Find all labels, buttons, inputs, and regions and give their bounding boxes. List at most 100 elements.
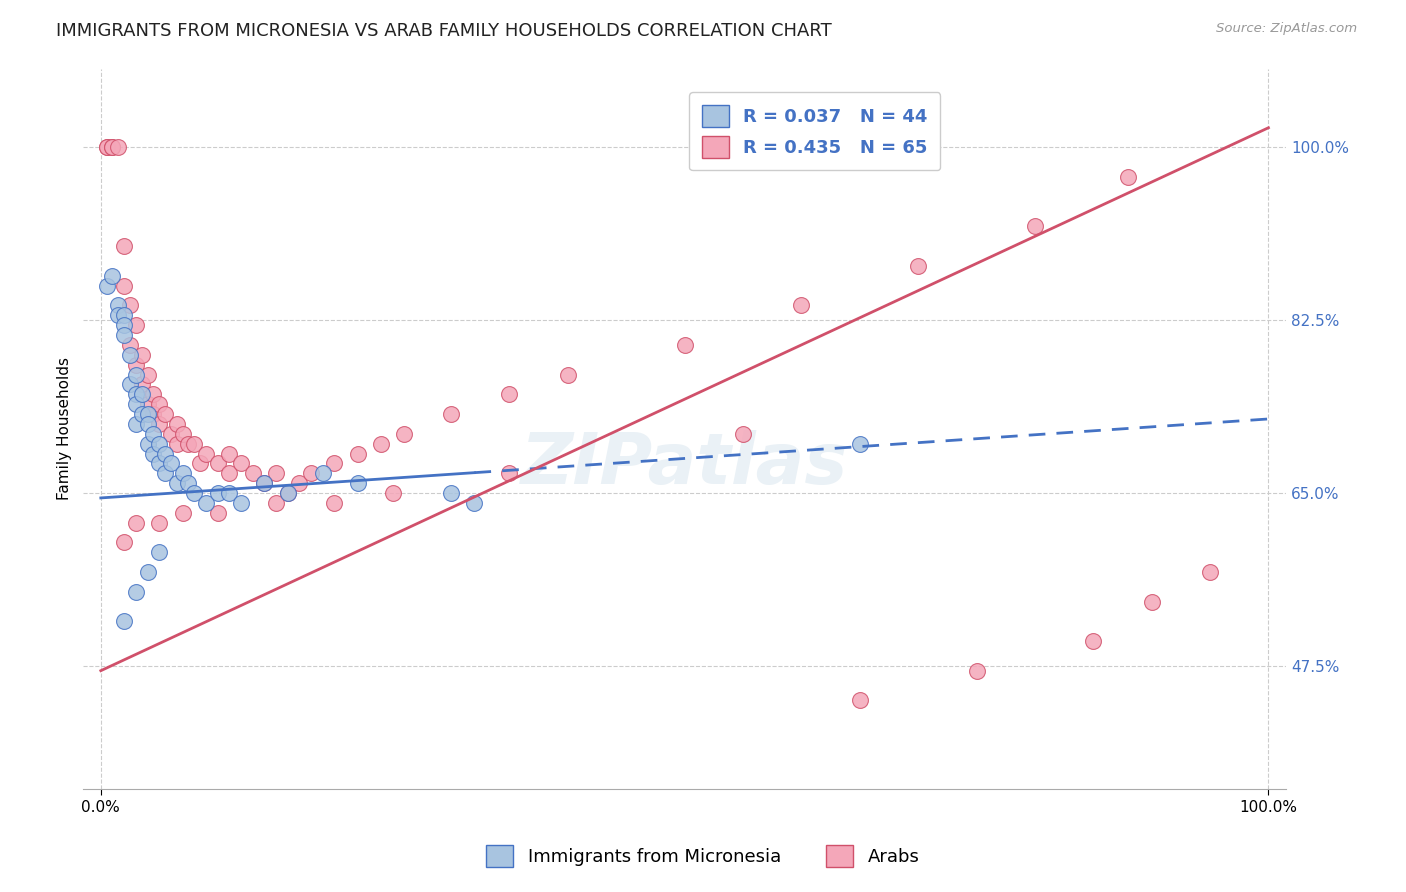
Point bbox=[498, 387, 520, 401]
Point bbox=[229, 496, 252, 510]
Point bbox=[136, 436, 159, 450]
Point bbox=[112, 239, 135, 253]
Point bbox=[229, 456, 252, 470]
Point bbox=[136, 397, 159, 411]
Point bbox=[125, 358, 148, 372]
Point bbox=[172, 426, 194, 441]
Text: ZIPatlas: ZIPatlas bbox=[522, 430, 848, 500]
Point bbox=[153, 467, 176, 481]
Point bbox=[112, 318, 135, 333]
Point bbox=[142, 426, 165, 441]
Point bbox=[207, 486, 229, 500]
Point bbox=[131, 348, 153, 362]
Legend: Immigrants from Micronesia, Arabs: Immigrants from Micronesia, Arabs bbox=[479, 838, 927, 874]
Point bbox=[381, 486, 404, 500]
Point bbox=[264, 467, 287, 481]
Point bbox=[112, 278, 135, 293]
Point bbox=[112, 308, 135, 322]
Point bbox=[148, 417, 170, 431]
Point bbox=[311, 467, 333, 481]
Point bbox=[125, 584, 148, 599]
Text: IMMIGRANTS FROM MICRONESIA VS ARAB FAMILY HOUSEHOLDS CORRELATION CHART: IMMIGRANTS FROM MICRONESIA VS ARAB FAMIL… bbox=[56, 22, 832, 40]
Point bbox=[323, 496, 346, 510]
Point bbox=[172, 506, 194, 520]
Point bbox=[277, 486, 299, 500]
Point bbox=[907, 259, 929, 273]
Point bbox=[118, 298, 141, 312]
Point bbox=[112, 535, 135, 549]
Point bbox=[299, 467, 322, 481]
Point bbox=[849, 436, 872, 450]
Point bbox=[207, 456, 229, 470]
Point bbox=[323, 456, 346, 470]
Point bbox=[731, 426, 754, 441]
Point bbox=[112, 328, 135, 343]
Point bbox=[131, 377, 153, 392]
Point bbox=[153, 446, 176, 460]
Point bbox=[148, 545, 170, 559]
Point bbox=[125, 318, 148, 333]
Point bbox=[118, 348, 141, 362]
Point bbox=[177, 436, 200, 450]
Point bbox=[125, 417, 148, 431]
Point bbox=[218, 446, 240, 460]
Point bbox=[194, 496, 217, 510]
Point bbox=[183, 436, 205, 450]
Point bbox=[790, 298, 813, 312]
Point bbox=[131, 387, 153, 401]
Point bbox=[1199, 565, 1222, 579]
Point bbox=[148, 436, 170, 450]
Point bbox=[118, 338, 141, 352]
Point bbox=[1083, 634, 1105, 648]
Point bbox=[557, 368, 579, 382]
Point bbox=[440, 486, 463, 500]
Point bbox=[96, 278, 118, 293]
Point bbox=[148, 456, 170, 470]
Y-axis label: Family Households: Family Households bbox=[58, 358, 72, 500]
Point bbox=[136, 417, 159, 431]
Point bbox=[125, 516, 148, 530]
Point bbox=[277, 486, 299, 500]
Point bbox=[160, 426, 183, 441]
Point bbox=[849, 693, 872, 707]
Point bbox=[96, 140, 118, 154]
Point bbox=[101, 268, 124, 283]
Point bbox=[142, 407, 165, 421]
Point bbox=[101, 140, 124, 154]
Point bbox=[194, 446, 217, 460]
Point bbox=[107, 308, 129, 322]
Point bbox=[253, 476, 276, 491]
Point bbox=[125, 368, 148, 382]
Point bbox=[166, 417, 188, 431]
Point bbox=[148, 516, 170, 530]
Point bbox=[177, 476, 200, 491]
Point bbox=[136, 565, 159, 579]
Point bbox=[142, 446, 165, 460]
Text: Source: ZipAtlas.com: Source: ZipAtlas.com bbox=[1216, 22, 1357, 36]
Point bbox=[394, 426, 416, 441]
Point bbox=[142, 387, 165, 401]
Point bbox=[160, 456, 183, 470]
Point bbox=[131, 407, 153, 421]
Point bbox=[218, 467, 240, 481]
Point bbox=[107, 140, 129, 154]
Legend: R = 0.037   N = 44, R = 0.435   N = 65: R = 0.037 N = 44, R = 0.435 N = 65 bbox=[689, 92, 941, 170]
Point bbox=[183, 486, 205, 500]
Point bbox=[242, 467, 264, 481]
Point bbox=[96, 140, 118, 154]
Point bbox=[1118, 170, 1140, 185]
Point bbox=[218, 486, 240, 500]
Point bbox=[346, 476, 368, 491]
Point bbox=[264, 496, 287, 510]
Point bbox=[136, 368, 159, 382]
Point bbox=[118, 377, 141, 392]
Point bbox=[188, 456, 211, 470]
Point bbox=[166, 436, 188, 450]
Point bbox=[673, 338, 696, 352]
Point bbox=[463, 496, 485, 510]
Point bbox=[136, 407, 159, 421]
Point bbox=[166, 476, 188, 491]
Point bbox=[148, 397, 170, 411]
Point bbox=[966, 664, 988, 678]
Point bbox=[101, 140, 124, 154]
